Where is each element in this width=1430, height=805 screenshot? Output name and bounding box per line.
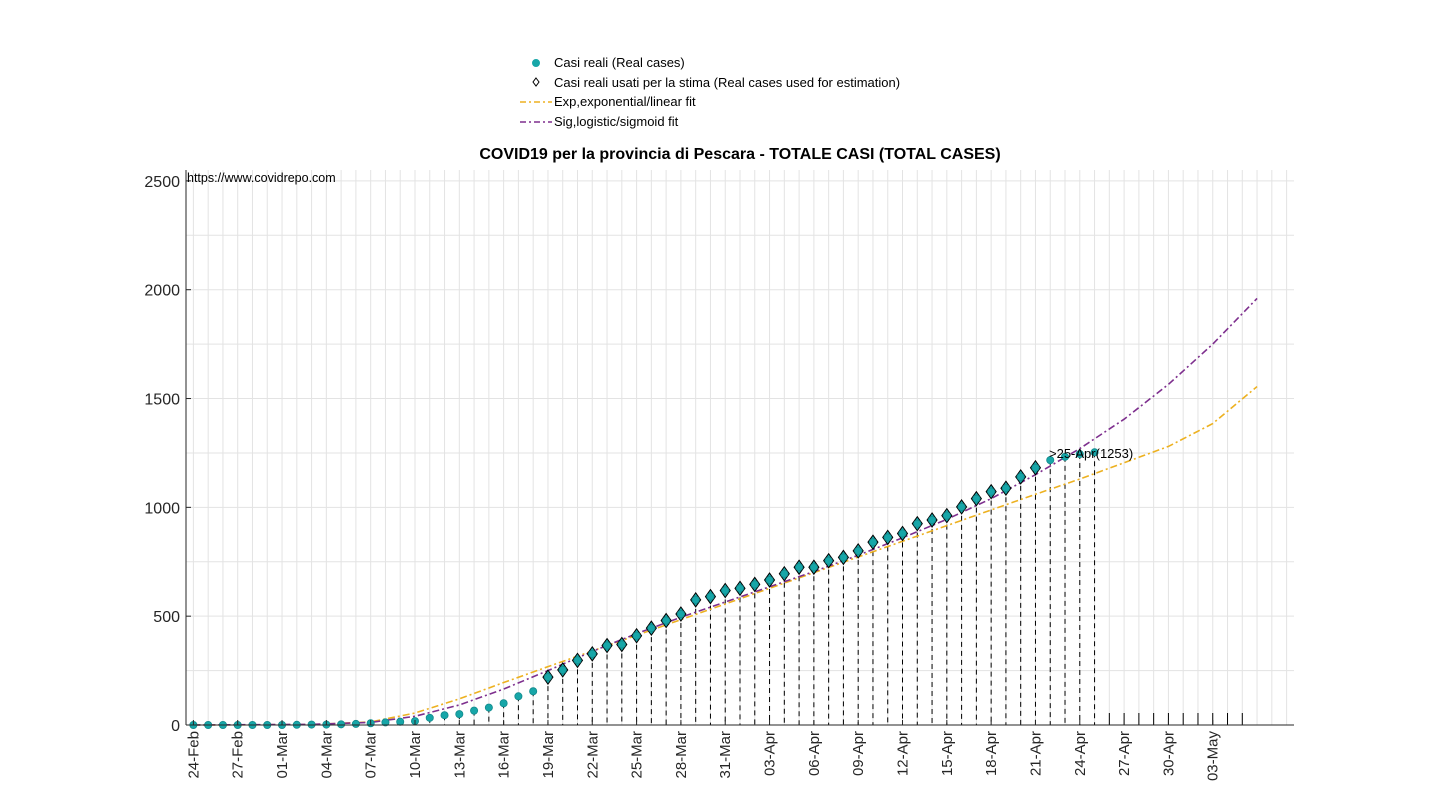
real-case-point [795,563,804,572]
x-tick-label: 25-Mar [629,731,646,779]
real-case-point [470,706,479,715]
real-case-point [632,631,641,640]
real-case-point [662,616,671,625]
x-tick-label: 24-Apr [1072,731,1089,776]
real-case-point [573,656,582,665]
legend-marker-estimation-cases [532,77,540,87]
real-case-point [750,580,759,589]
real-case-point [588,649,597,658]
real-case-point [484,703,493,712]
real-case-point [942,511,951,520]
legend-label-estimation-cases: Casi reali usati per la stima (Real case… [554,75,900,90]
x-tick-label: 13-Mar [451,731,468,779]
real-case-point [839,553,848,562]
x-tick-label: 31-Mar [717,731,734,779]
x-tick-label: 15-Apr [939,731,956,776]
y-tick-label: 2500 [144,174,180,191]
real-case-point [765,576,774,585]
x-tick-label: 18-Apr [983,731,1000,776]
x-tick-label: 19-Mar [540,731,557,779]
legend-label-exp-fit: Exp,exponential/linear fit [554,94,696,109]
x-tick-label: 27-Feb [230,731,247,779]
real-case-point [1046,456,1055,465]
x-tick-label: 30-Apr [1160,731,1177,776]
y-tick-label: 1000 [144,500,180,517]
last-value-annotation: >25-Apr(1253) [1049,446,1133,461]
watermark-url: https://www.covidrepo.com [187,171,336,185]
real-case-point [898,529,907,538]
x-tick-label: 12-Apr [895,731,912,776]
real-case-point [1090,448,1099,457]
x-tick-label: 03-Apr [762,731,779,776]
real-case-point [883,533,892,542]
data-points [189,448,1099,730]
real-case-point [381,718,390,727]
x-tick-label: 09-Apr [850,731,867,776]
real-case-point [396,717,405,726]
real-case-point [854,546,863,555]
x-tick-label: 21-Apr [1027,731,1044,776]
real-case-point [972,494,981,503]
real-case-point [691,595,700,604]
y-tick-label: 1500 [144,392,180,409]
x-tick-label: 03-May [1205,731,1222,782]
y-tick-label: 2000 [144,283,180,300]
real-case-point [647,624,656,633]
chart-title: COVID19 per la provincia di Pescara - TO… [479,146,1000,163]
x-tick-labels: 24-Feb 27-Feb 01-Mar 04-Mar 07-Mar 10-Mar 13-M… [185,731,1221,782]
grid [186,170,1294,725]
x-tick-label: 04-Mar [318,731,335,779]
real-case-point [736,584,745,593]
real-case-point [1031,463,1040,472]
real-case-point [440,711,449,720]
real-case-point [514,692,523,701]
real-case-point [957,502,966,511]
legend: Casi reali (Real cases) Casi reali usati… [520,55,900,129]
y-tick-label: 0 [171,718,180,735]
real-case-point [987,487,996,496]
x-tick-label: 28-Mar [673,731,690,779]
x-tick-label: 01-Mar [274,731,291,779]
real-case-point [617,640,626,649]
real-case-point [868,538,877,547]
x-tick-label: 06-Apr [806,731,823,776]
real-case-point [1061,452,1070,461]
real-case-point [529,687,538,696]
real-case-point [499,699,508,708]
real-case-point [928,515,937,524]
real-case-point [1075,450,1084,459]
real-case-point [780,569,789,578]
real-case-point [455,710,464,719]
real-case-point [1001,484,1010,493]
legend-label-real-cases: Casi reali (Real cases) [554,55,685,70]
real-case-point [558,665,567,674]
real-case-point [721,586,730,595]
x-tick-label: 10-Mar [407,731,424,779]
real-case-point [824,556,833,565]
real-case-point [809,563,818,572]
real-case-point [543,673,552,682]
real-case-point [913,519,922,528]
real-case-point [706,592,715,601]
x-tick-label: 27-Apr [1116,731,1133,776]
legend-marker-real-cases [532,59,540,67]
real-case-point [603,641,612,650]
real-case-point [337,720,346,729]
x-tick-label: 07-Mar [363,731,380,779]
legend-label-sig-fit: Sig,logistic/sigmoid fit [554,114,679,129]
axes [185,170,1294,726]
real-case-point [676,610,685,619]
y-tick-labels: 0 500 1000 1500 2000 2500 [144,174,180,735]
real-case-point [351,719,360,728]
x-tick-label: 24-Feb [185,731,202,779]
real-case-point [425,713,434,722]
x-tick-label: 22-Mar [584,731,601,779]
y-tick-label: 500 [153,609,180,626]
real-case-point [1016,472,1025,481]
x-tick-label: 16-Mar [496,731,513,779]
